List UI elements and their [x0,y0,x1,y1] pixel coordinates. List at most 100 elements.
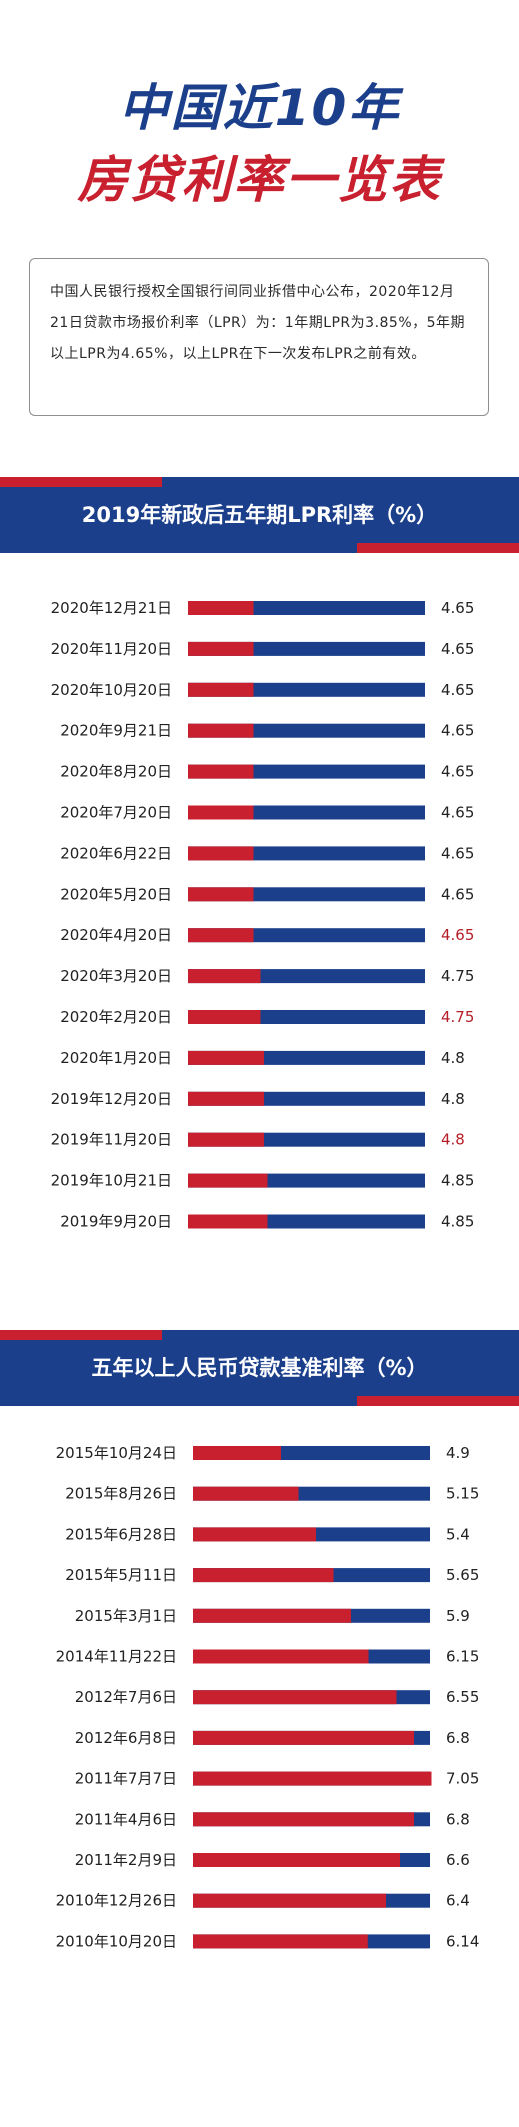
bar-row: 2020年12月21日 4.65 [51,599,475,617]
title-line-1: 中国近10年 [118,79,401,137]
bar-row: 2014年11月22日 6.15 [56,1648,480,1666]
bar-value [193,1730,414,1745]
value-label: 4.85 [441,1172,474,1190]
value-label: 4.65 [441,885,474,903]
bar-value [188,723,254,738]
value-label: 4.8 [441,1090,465,1108]
bar-row: 2020年5月20日 4.65 [60,885,474,903]
value-label: 6.14 [446,1932,479,1950]
value-label: 6.4 [446,1892,470,1910]
bar-value [193,1649,369,1664]
bar-value [188,969,261,984]
value-label: 4.65 [441,804,474,822]
bar-value [188,764,254,779]
category-label: 2020年8月20日 [60,763,172,781]
bar-row: 2019年11月20日 4.8 [51,1131,465,1149]
bar-row: 2020年2月20日 4.75 [60,1008,474,1026]
value-label: 6.55 [446,1688,479,1706]
bar-value [188,641,254,656]
benchmark-chart-title: 五年以上人民币贷款基准利率（%） [91,1356,428,1380]
benchmark-rate-chart: 2015年10月24日 4.9 2015年8月26日 5.15 2015年6月28日 5.… [56,1444,480,1950]
bar-value [188,601,254,615]
category-label: 2012年6月8日 [75,1729,177,1747]
benchmark-section-banner: 五年以上人民币贷款基准利率（%） [0,1330,519,1406]
bar-row: 2020年1月20日 4.8 [60,1049,465,1067]
value-label: 5.65 [446,1566,479,1584]
category-label: 2011年7月7日 [75,1770,177,1788]
banner-accent-right [357,543,519,553]
value-label: 7.05 [446,1770,479,1788]
value-label: 5.4 [446,1525,470,1543]
category-label: 2019年11月20日 [51,1131,172,1149]
bar-value [188,887,254,902]
bar-row: 2020年10月20日 4.65 [51,681,475,699]
bar-value [188,1010,261,1024]
bar-value [188,846,254,861]
category-label: 2015年3月1日 [75,1607,177,1625]
bar-row: 2015年8月26日 5.15 [65,1485,479,1503]
intro-box: 中国人民银行授权全国银行间同业拆借中心公布，2020年12月21日贷款市场报价利… [29,258,489,416]
value-label: 6.8 [446,1810,470,1828]
category-label: 2020年9月21日 [60,722,172,740]
value-label: 4.8 [441,1131,465,1149]
bar-row: 2020年9月21日 4.65 [60,722,474,740]
bar-row: 2015年3月1日 5.9 [75,1607,470,1625]
bar-value [188,928,254,943]
category-label: 2011年4月6日 [75,1810,177,1828]
title-line-2: 房贷利率一览表 [77,151,442,209]
bar-value [193,1486,299,1501]
category-label: 2020年12月21日 [51,599,172,617]
category-label: 2020年2月20日 [60,1008,172,1026]
bar-value [188,1214,268,1229]
category-label: 2020年4月20日 [60,926,172,944]
intro-text: 中国人民银行授权全国银行间同业拆借中心公布，2020年12月21日贷款市场报价利… [50,284,466,362]
value-label: 4.75 [441,1008,474,1026]
bar-row: 2011年4月6日 6.8 [75,1810,470,1828]
bar-row: 2010年12月26日 6.4 [56,1892,470,1910]
bar-row: 2020年11月20日 4.65 [51,640,475,658]
bar-value [188,1050,264,1065]
bar-row: 2020年4月20日 4.65 [60,926,474,944]
bar-value [188,1091,264,1106]
bar-value [193,1446,281,1460]
category-label: 2012年7月6日 [75,1688,177,1706]
value-label: 4.65 [441,763,474,781]
value-label: 4.65 [441,640,474,658]
bar-row: 2019年10月21日 4.85 [51,1172,475,1190]
bar-row: 2011年2月9日 6.6 [75,1851,470,1869]
bar-row: 2019年12月20日 4.8 [51,1090,465,1108]
bar-row: 2020年7月20日 4.65 [60,804,474,822]
value-label: 4.85 [441,1213,474,1231]
bar-row: 2011年7月7日 7.05 [75,1770,480,1788]
banner-accent-left [0,1330,162,1340]
category-label: 2019年9月20日 [60,1213,172,1231]
value-label: 5.9 [446,1607,470,1625]
category-label: 2015年8月26日 [65,1485,177,1503]
bar-value [193,1934,368,1949]
bar-row: 2010年10月20日 6.14 [56,1932,480,1950]
bar-row: 2020年3月20日 4.75 [60,967,474,985]
bar-value [193,1893,386,1908]
category-label: 2011年2月9日 [75,1851,177,1869]
category-label: 2015年5月11日 [65,1566,177,1584]
category-label: 2020年3月20日 [60,967,172,985]
value-label: 4.9 [446,1444,470,1462]
bar-row: 2012年6月8日 6.8 [75,1729,470,1747]
bar-value [193,1690,397,1705]
bar-value [193,1853,400,1867]
lpr-section-banner: 2019年新政后五年期LPR利率（%） [0,477,519,553]
bar-value [193,1812,414,1827]
category-label: 2020年6月22日 [60,844,172,862]
value-label: 4.65 [441,926,474,944]
banner-accent-left [0,477,162,487]
bar-row: 2020年8月20日 4.65 [60,763,474,781]
bar-value [193,1608,351,1623]
value-label: 6.6 [446,1851,470,1869]
value-label: 4.65 [441,722,474,740]
bar-row: 2020年6月22日 4.65 [60,844,474,862]
category-label: 2014年11月22日 [56,1648,177,1666]
bar-row: 2012年7月6日 6.55 [75,1688,480,1706]
category-label: 2019年12月20日 [51,1090,172,1108]
bar-value [188,1173,268,1188]
